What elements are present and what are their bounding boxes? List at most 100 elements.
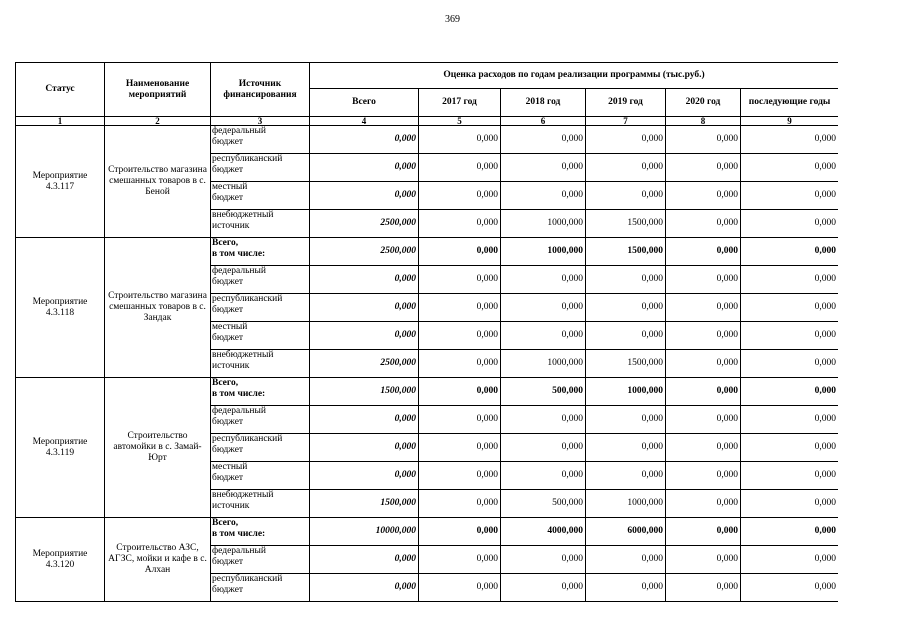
header-cell: 2017 год bbox=[418, 88, 501, 117]
source-cell: местный бюджет bbox=[210, 321, 310, 350]
value-cell: 0,000 bbox=[500, 265, 586, 294]
value-cell: 0,000 bbox=[309, 321, 419, 350]
header-cell: 2018 год bbox=[500, 88, 586, 117]
value-cell: 0,000 bbox=[665, 265, 741, 294]
column-number: 4 bbox=[309, 116, 419, 126]
value-cell: 0,000 bbox=[309, 181, 419, 210]
value-cell: 0,000 bbox=[418, 349, 501, 378]
table-wrap: Статус Наименование мероприятий Источник… bbox=[15, 62, 838, 604]
header-cell: последующие годы bbox=[739, 88, 838, 117]
value-cell: 0,000 bbox=[418, 461, 501, 490]
value-cell: 0,000 bbox=[309, 265, 419, 294]
source-cell: Всего, в том числе: bbox=[210, 517, 310, 546]
value-cell: 0,000 bbox=[739, 405, 838, 434]
value-cell: 0,000 bbox=[665, 489, 741, 518]
value-cell: 0,000 bbox=[739, 209, 838, 238]
value-cell: 0,000 bbox=[500, 321, 586, 350]
value-cell: 0,000 bbox=[665, 209, 741, 238]
source-cell: местный бюджет bbox=[210, 181, 310, 210]
value-cell: 0,000 bbox=[665, 125, 741, 154]
value-cell: 0,000 bbox=[585, 573, 666, 602]
value-cell: 0,000 bbox=[665, 405, 741, 434]
value-cell: 2500,000 bbox=[309, 237, 419, 266]
row: внебюджетный источник 2500,000 0,000 1000,0… bbox=[16, 209, 838, 238]
source-cell: республиканский бюджет bbox=[210, 573, 310, 602]
value-cell: 1500,000 bbox=[309, 489, 419, 518]
value-cell: 0,000 bbox=[585, 293, 666, 322]
source-cell: федеральный бюджет bbox=[210, 405, 310, 434]
header-cell: Всего bbox=[309, 88, 419, 117]
header-cell: Оценка расходов по годам реализации прог… bbox=[308, 62, 838, 89]
value-cell: 0,000 bbox=[500, 405, 586, 434]
row: внебюджетный источник 1500,000 0,000 500,00… bbox=[16, 489, 838, 518]
value-cell: 2500,000 bbox=[309, 349, 419, 378]
value-cell: 0,000 bbox=[739, 237, 838, 266]
row: федеральный бюджет 0,000 0,000 0,000 0,000 0,… bbox=[16, 265, 838, 294]
value-cell: 0,000 bbox=[665, 377, 741, 406]
value-cell: 1000,000 bbox=[585, 377, 666, 406]
value-cell: 0,000 bbox=[739, 125, 838, 154]
column-number: 7 bbox=[585, 116, 666, 126]
value-cell: 0,000 bbox=[309, 153, 419, 182]
value-cell: 0,000 bbox=[739, 321, 838, 350]
value-cell: 0,000 bbox=[500, 545, 586, 574]
value-cell: 0,000 bbox=[418, 265, 501, 294]
value-cell: 0,000 bbox=[739, 377, 838, 406]
value-cell: 0,000 bbox=[418, 125, 501, 154]
value-cell: 0,000 bbox=[418, 489, 501, 518]
value-cell: 1500,000 bbox=[585, 349, 666, 378]
value-cell: 0,000 bbox=[739, 153, 838, 182]
value-cell: 0,000 bbox=[418, 433, 501, 462]
column-number: 8 bbox=[665, 116, 741, 126]
header-cell: Статус bbox=[15, 62, 105, 117]
column-number: 6 bbox=[500, 116, 586, 126]
value-cell: 0,000 bbox=[739, 573, 838, 602]
row: федеральный бюджет 0,000 0,000 0,000 0,000 0,… bbox=[16, 545, 838, 574]
row: Мероприятие 4.3.117 Строительство магазин… bbox=[15, 125, 838, 238]
source-cell: республиканский бюджет bbox=[210, 293, 310, 322]
value-cell: 1500,000 bbox=[585, 237, 666, 266]
row: республиканский бюджет 0,000 0,000 0,000 0,0… bbox=[16, 573, 838, 602]
total-row: Мероприятие 4.3.118 Строительство магазин… bbox=[15, 237, 838, 378]
value-cell: 0,000 bbox=[500, 153, 586, 182]
value-cell: 0,000 bbox=[500, 181, 586, 210]
budget-table: Статус Наименование мероприятий Источник… bbox=[15, 62, 838, 602]
value-cell: 0,000 bbox=[665, 237, 741, 266]
name-cell: Строительство магазина смешанных товаров… bbox=[104, 237, 211, 378]
value-cell: 0,000 bbox=[585, 461, 666, 490]
header-cell: Источник финансирования bbox=[210, 62, 310, 117]
value-cell: 0,000 bbox=[309, 405, 419, 434]
value-cell: 0,000 bbox=[309, 573, 419, 602]
value-cell: 0,000 bbox=[665, 461, 741, 490]
status-cell: Мероприятие 4.3.118 bbox=[15, 237, 105, 378]
value-cell: 0,000 bbox=[585, 125, 666, 154]
value-cell: 1000,000 bbox=[500, 209, 586, 238]
value-cell: 0,000 bbox=[418, 293, 501, 322]
status-cell: Мероприятие 4.3.119 bbox=[15, 377, 105, 518]
header-cell: Наименование мероприятий bbox=[104, 62, 211, 117]
value-cell: 0,000 bbox=[585, 405, 666, 434]
source-cell: федеральный бюджет bbox=[210, 125, 310, 154]
name-cell: Строительство автомойки в с. Замай-Юрт bbox=[104, 377, 211, 518]
total-row: Мероприятие 4.3.119 Строительство автомой… bbox=[15, 377, 838, 518]
column-number: 3 bbox=[210, 116, 310, 126]
column-number: 5 bbox=[418, 116, 501, 126]
value-cell: 0,000 bbox=[585, 181, 666, 210]
value-cell: 0,000 bbox=[309, 433, 419, 462]
status-cell: Мероприятие 4.3.120 bbox=[15, 517, 105, 602]
value-cell: 0,000 bbox=[585, 153, 666, 182]
value-cell: 1000,000 bbox=[500, 237, 586, 266]
value-cell: 0,000 bbox=[500, 293, 586, 322]
value-cell: 1500,000 bbox=[309, 377, 419, 406]
value-cell: 0,000 bbox=[418, 321, 501, 350]
column-number: 2 bbox=[104, 116, 211, 126]
value-cell: 0,000 bbox=[418, 377, 501, 406]
value-cell: 0,000 bbox=[665, 321, 741, 350]
row: местный бюджет 0,000 0,000 0,000 0,000 0,000 0… bbox=[16, 461, 838, 490]
source-cell: внебюджетный источник bbox=[210, 209, 310, 238]
value-cell: 0,000 bbox=[418, 573, 501, 602]
source-cell: Всего, в том числе: bbox=[210, 377, 310, 406]
value-cell: 0,000 bbox=[665, 293, 741, 322]
value-cell: 0,000 bbox=[739, 293, 838, 322]
row: федеральный бюджет 0,000 0,000 0,000 0,000 0,… bbox=[16, 405, 838, 434]
